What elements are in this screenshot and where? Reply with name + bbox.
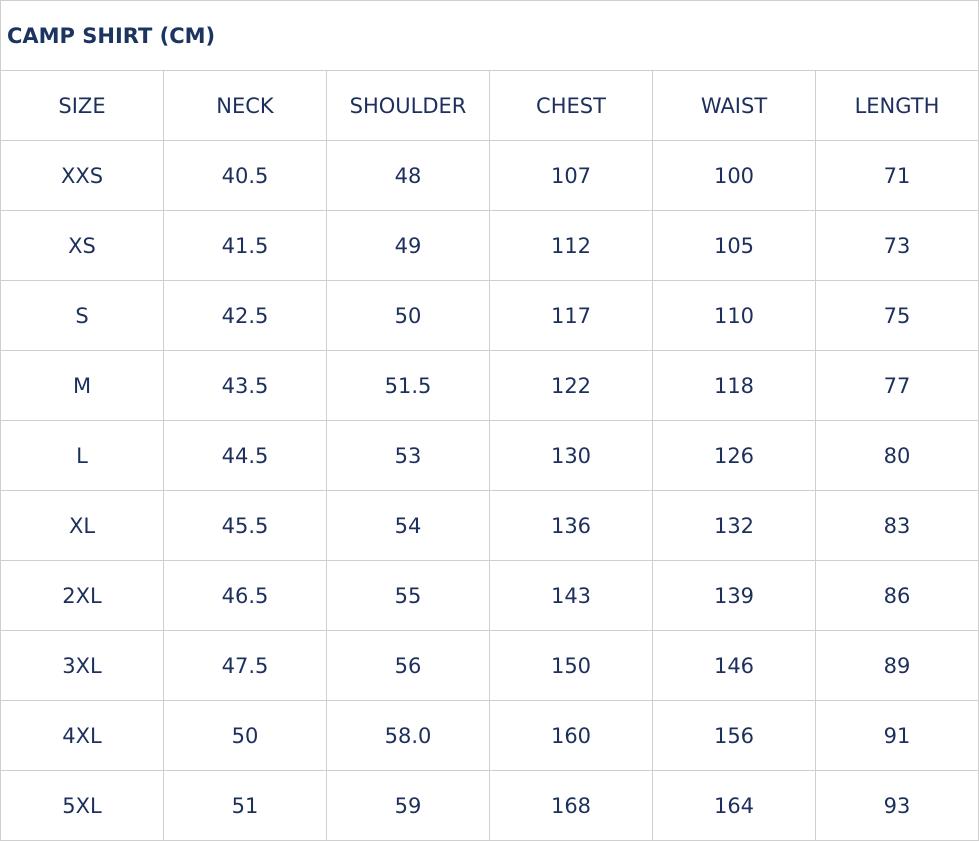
cell-waist: 139 [652, 560, 816, 631]
cell-length: 71 [815, 140, 979, 211]
cell-neck: 51 [163, 770, 327, 841]
cell-waist: 126 [652, 420, 816, 491]
cell-neck: 46.5 [163, 560, 327, 631]
cell-length: 83 [815, 490, 979, 561]
cell-size: 4XL [0, 700, 164, 771]
table-row: 4XL 50 58.0 160 156 91 [0, 700, 979, 771]
cell-neck: 50 [163, 700, 327, 771]
cell-chest: 112 [489, 210, 653, 281]
cell-chest: 117 [489, 280, 653, 351]
table-row: S 42.5 50 117 110 75 [0, 280, 979, 351]
table-row: 2XL 46.5 55 143 139 86 [0, 560, 979, 631]
cell-length: 80 [815, 420, 979, 491]
cell-waist: 132 [652, 490, 816, 561]
cell-size: M [0, 350, 164, 421]
cell-chest: 143 [489, 560, 653, 631]
cell-shoulder: 48 [326, 140, 490, 211]
column-header-size: SIZE [0, 70, 164, 141]
cell-waist: 105 [652, 210, 816, 281]
cell-size: 3XL [0, 630, 164, 701]
cell-waist: 164 [652, 770, 816, 841]
cell-length: 93 [815, 770, 979, 841]
table-row: XXS 40.5 48 107 100 71 [0, 140, 979, 211]
cell-size: L [0, 420, 164, 491]
cell-waist: 100 [652, 140, 816, 211]
cell-shoulder: 53 [326, 420, 490, 491]
cell-length: 75 [815, 280, 979, 351]
cell-shoulder: 50 [326, 280, 490, 351]
column-header-shoulder: SHOULDER [326, 70, 490, 141]
cell-length: 73 [815, 210, 979, 281]
table-row: M 43.5 51.5 122 118 77 [0, 350, 979, 421]
cell-length: 77 [815, 350, 979, 421]
cell-neck: 47.5 [163, 630, 327, 701]
cell-length: 86 [815, 560, 979, 631]
title-row: CAMP SHIRT (CM) [0, 0, 979, 71]
cell-length: 89 [815, 630, 979, 701]
cell-size: 2XL [0, 560, 164, 631]
column-header-length: LENGTH [815, 70, 979, 141]
cell-size: 5XL [0, 770, 164, 841]
cell-size: XXS [0, 140, 164, 211]
table-row: L 44.5 53 130 126 80 [0, 420, 979, 491]
cell-neck: 44.5 [163, 420, 327, 491]
cell-neck: 45.5 [163, 490, 327, 561]
cell-chest: 130 [489, 420, 653, 491]
cell-size: XS [0, 210, 164, 281]
cell-chest: 150 [489, 630, 653, 701]
cell-shoulder: 56 [326, 630, 490, 701]
cell-waist: 146 [652, 630, 816, 701]
column-header-waist: WAIST [652, 70, 816, 141]
cell-shoulder: 55 [326, 560, 490, 631]
cell-neck: 42.5 [163, 280, 327, 351]
cell-length: 91 [815, 700, 979, 771]
column-header-neck: NECK [163, 70, 327, 141]
cell-shoulder: 49 [326, 210, 490, 281]
cell-size: XL [0, 490, 164, 561]
table-row: 5XL 51 59 168 164 93 [0, 770, 979, 841]
table-row: 3XL 47.5 56 150 146 89 [0, 630, 979, 701]
cell-chest: 122 [489, 350, 653, 421]
table-title: CAMP SHIRT (CM) [0, 0, 979, 71]
cell-shoulder: 54 [326, 490, 490, 561]
cell-neck: 40.5 [163, 140, 327, 211]
cell-chest: 107 [489, 140, 653, 211]
cell-shoulder: 58.0 [326, 700, 490, 771]
cell-shoulder: 59 [326, 770, 490, 841]
cell-chest: 168 [489, 770, 653, 841]
cell-waist: 156 [652, 700, 816, 771]
column-header-chest: CHEST [489, 70, 653, 141]
cell-waist: 110 [652, 280, 816, 351]
table-row: XL 45.5 54 136 132 83 [0, 490, 979, 561]
cell-size: S [0, 280, 164, 351]
cell-neck: 41.5 [163, 210, 327, 281]
cell-chest: 136 [489, 490, 653, 561]
table-row: XS 41.5 49 112 105 73 [0, 210, 979, 281]
cell-shoulder: 51.5 [326, 350, 490, 421]
cell-waist: 118 [652, 350, 816, 421]
cell-chest: 160 [489, 700, 653, 771]
header-row: SIZE NECK SHOULDER CHEST WAIST LENGTH [0, 70, 979, 141]
cell-neck: 43.5 [163, 350, 327, 421]
